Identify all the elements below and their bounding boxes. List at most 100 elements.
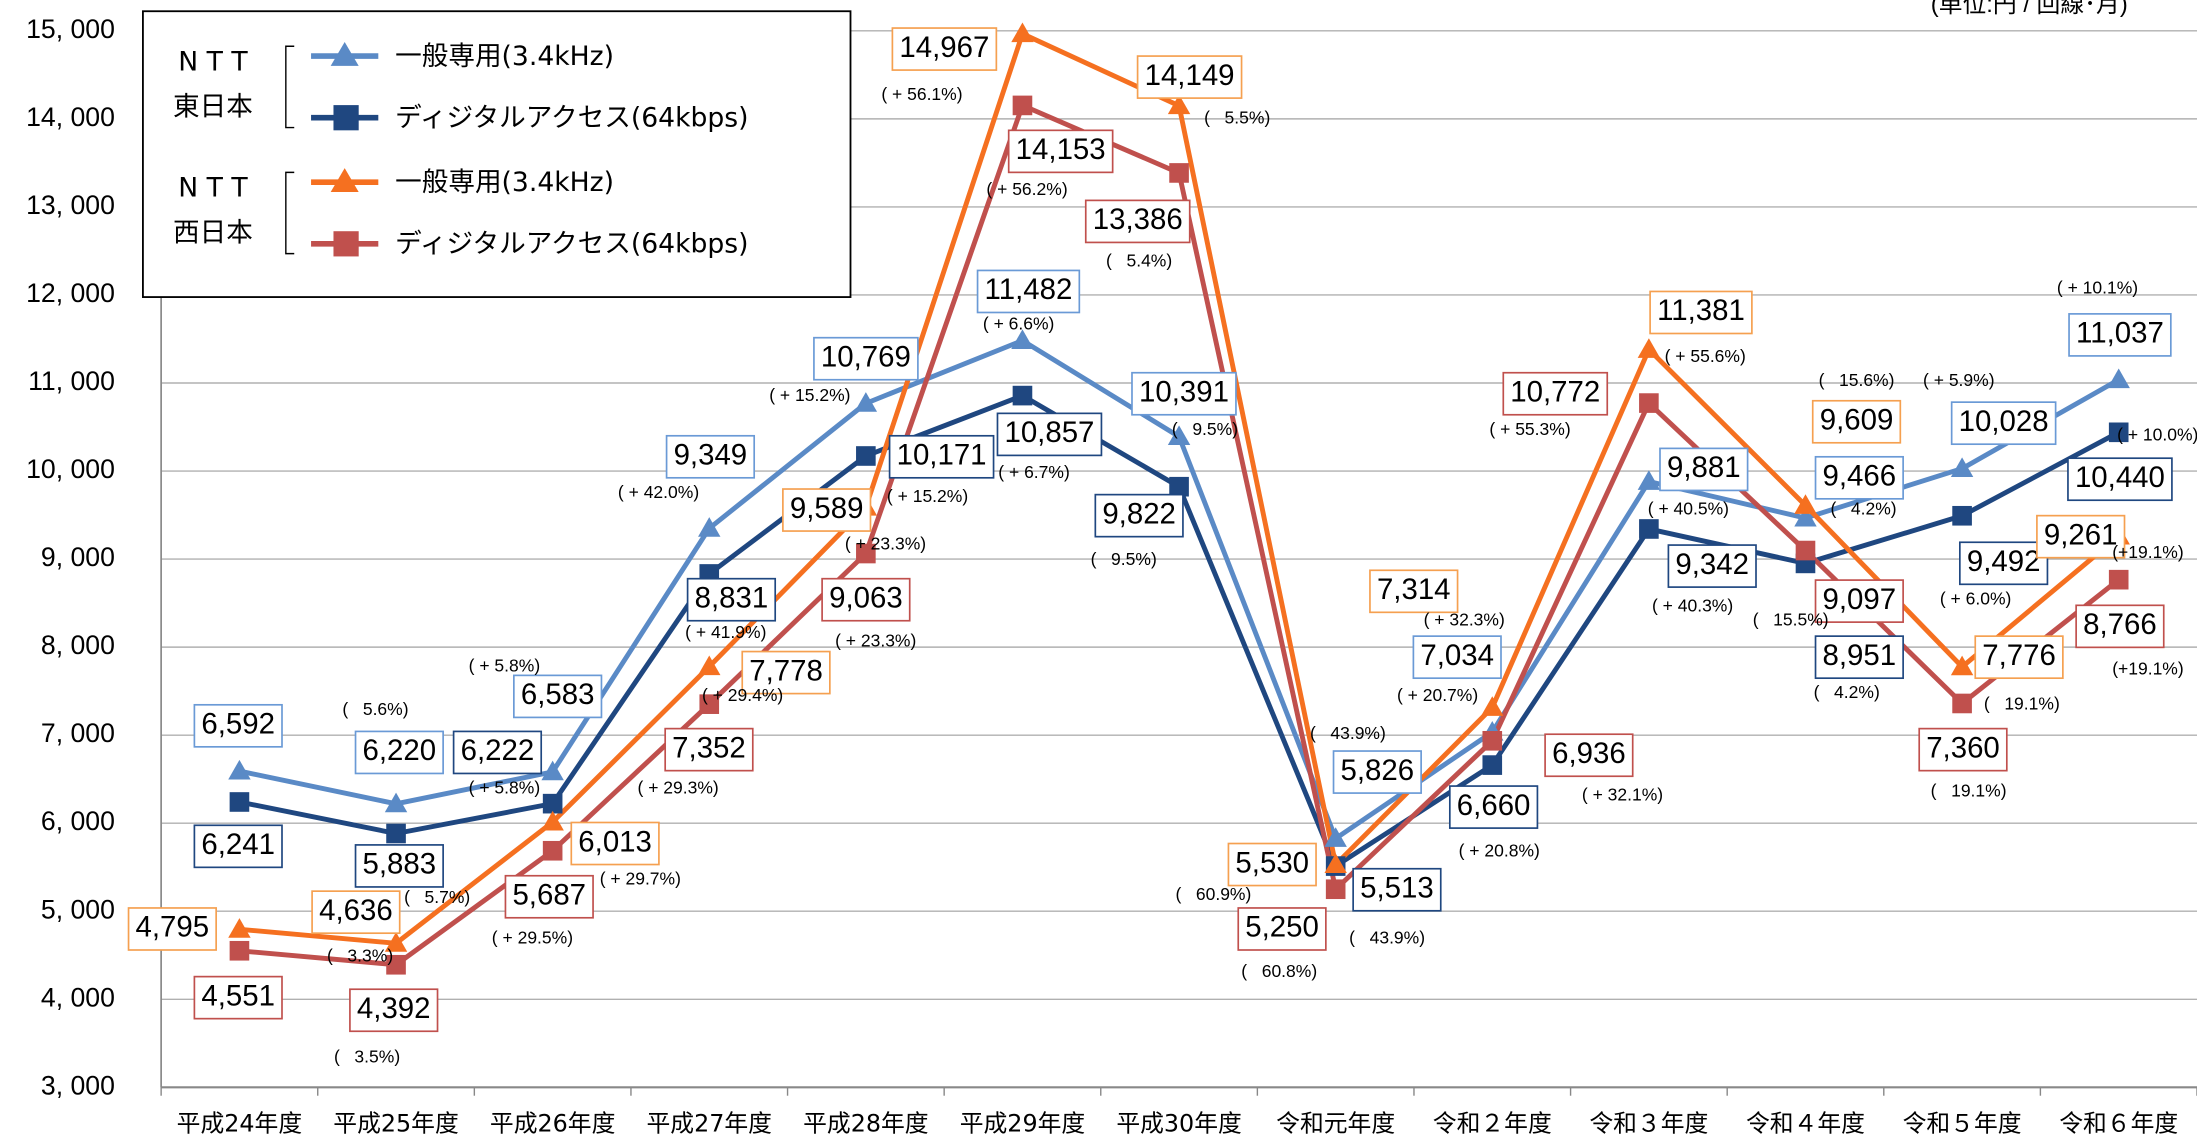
value-label: 4,636 <box>319 894 393 927</box>
change-label: ( 43.9%) <box>1349 927 1425 947</box>
value-label: 5,687 <box>512 879 586 912</box>
value-label: 4,551 <box>201 979 275 1012</box>
y-tick-label: 14, 000 <box>26 102 115 132</box>
marker <box>856 543 876 564</box>
value-label: 7,034 <box>1420 639 1494 672</box>
value-label-box <box>1814 635 1904 680</box>
marker <box>1950 655 1974 676</box>
value-label-box <box>1950 401 2057 446</box>
legend-marker <box>333 105 359 131</box>
legend-marker <box>333 231 359 257</box>
value-label-box <box>1918 727 2008 772</box>
value-label: 11,381 <box>1657 294 1745 327</box>
value-label-box <box>2075 604 2165 649</box>
marker <box>1011 22 1034 43</box>
value-label: 5,826 <box>1341 754 1415 787</box>
marker <box>1637 470 1661 490</box>
value-label-box <box>1007 129 1114 174</box>
marker <box>2108 569 2129 590</box>
x-tick-label: 平成26年度 <box>490 1110 615 1138</box>
change-label: ( 15.5%) <box>1753 609 1829 629</box>
value-label: 5,883 <box>363 848 437 881</box>
value-label: 14,149 <box>1145 59 1235 92</box>
value-label: 6,936 <box>1552 737 1626 770</box>
change-label: ( + 41.9%) <box>685 622 766 642</box>
change-label: ( + 5.8%) <box>469 777 540 797</box>
change-label: ( + 10.1%) <box>2057 277 2138 297</box>
value-label-box <box>452 730 543 775</box>
value-label: 10,171 <box>897 439 987 472</box>
marker <box>541 760 564 781</box>
change-label: ( + 56.1%) <box>881 84 962 104</box>
x-tick-label: 令和４年度 <box>1746 1110 1865 1138</box>
change-label: ( + 29.5%) <box>492 927 573 947</box>
value-label: 10,772 <box>1510 376 1600 409</box>
value-label: 9,097 <box>1823 583 1897 616</box>
marker <box>542 793 563 814</box>
marker <box>1482 730 1503 751</box>
value-label-box <box>1131 371 1237 416</box>
value-label-box <box>570 821 660 866</box>
marker <box>854 392 878 412</box>
x-tick-label: 平成24年度 <box>177 1110 302 1138</box>
marker <box>699 694 720 714</box>
change-label: ( + 32.1%) <box>1582 784 1663 804</box>
value-label: 6,013 <box>578 825 652 858</box>
y-tick-label: 13, 000 <box>26 190 115 220</box>
value-label-box <box>1659 447 1749 492</box>
change-label: ( 3.3%) <box>327 946 393 966</box>
marker <box>1794 506 1817 527</box>
value-label: 6,220 <box>363 734 437 767</box>
value-label: 8,951 <box>1823 639 1897 672</box>
value-label-box <box>1084 199 1191 244</box>
value-label-box <box>311 890 401 935</box>
value-label: 13,386 <box>1093 203 1183 236</box>
value-label-box <box>1094 493 1184 538</box>
value-label: 9,822 <box>1102 497 1176 530</box>
value-label: 14,153 <box>1016 133 1106 166</box>
change-label: ( + 29.7%) <box>600 869 681 889</box>
value-label-box <box>782 488 872 532</box>
value-label-box <box>813 336 919 381</box>
value-label-box <box>1667 544 1757 588</box>
marker <box>1952 505 1972 526</box>
y-tick-label: 3, 000 <box>41 1070 115 1100</box>
change-label: ( 5.7%) <box>404 887 470 907</box>
value-label: 4,392 <box>357 992 431 1025</box>
change-label: ( + 5.8%) <box>469 656 540 676</box>
y-tick-label: 4, 000 <box>41 982 115 1012</box>
marker <box>1952 693 1972 714</box>
value-label: 9,589 <box>790 492 864 525</box>
change-label: ( + 23.3%) <box>835 630 916 650</box>
marker <box>386 823 406 844</box>
value-label: 10,769 <box>821 340 911 373</box>
change-label: ( 9.5%) <box>1091 549 1157 569</box>
y-tick-label: 5, 000 <box>41 894 115 924</box>
marker <box>1167 94 1191 115</box>
change-label: ( 60.9%) <box>1175 884 1251 904</box>
marker <box>856 446 876 466</box>
y-tick-label: 12, 000 <box>26 278 115 308</box>
marker <box>384 792 408 813</box>
value-label-box <box>1332 750 1422 794</box>
value-label-box <box>1237 907 1327 951</box>
marker <box>1637 338 1661 358</box>
value-label: 9,063 <box>829 581 903 614</box>
value-label: 5,513 <box>1360 872 1434 905</box>
marker <box>1169 476 1189 497</box>
value-label-box <box>891 27 998 71</box>
value-label: 10,028 <box>1959 405 2049 438</box>
value-label-box <box>821 577 911 622</box>
marker <box>384 932 408 952</box>
legend-group: 西日本 <box>173 218 253 249</box>
value-label: 11,482 <box>985 273 1073 306</box>
value-label-box <box>1649 290 1753 335</box>
labels: 6,592 6,220 6,583 9,349 10,769 11,482 10,391 5,… <box>127 27 2197 1067</box>
value-label-box <box>504 874 594 919</box>
change-label: ( + 56.2%) <box>986 179 1067 199</box>
change-label: ( 5.5%) <box>1204 108 1270 128</box>
marker <box>228 759 251 780</box>
y-tick-label: 8, 000 <box>41 630 115 660</box>
value-label: 8,831 <box>695 581 769 614</box>
y-tick-label: 15, 000 <box>26 14 115 44</box>
